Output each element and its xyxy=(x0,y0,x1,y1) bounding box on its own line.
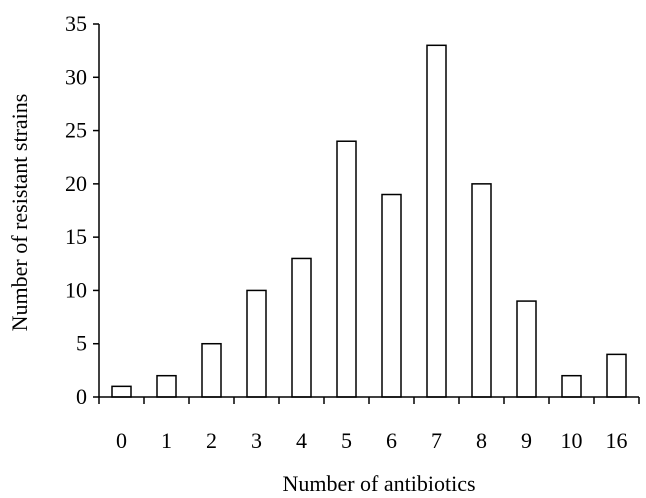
bars xyxy=(111,44,627,398)
x-tick-label: 5 xyxy=(341,428,352,453)
bar-10 xyxy=(561,374,582,398)
y-axis-ticks: 0 5 10 15 20 25 30 35 xyxy=(65,11,99,409)
bar-2 xyxy=(201,342,222,398)
y-axis-title: Number of resistant strains xyxy=(7,94,32,332)
y-tick-label: 20 xyxy=(65,171,87,196)
bar-1 xyxy=(156,374,177,398)
x-axis-ticks: 0 1 2 3 4 5 6 7 8 9 10 16 xyxy=(98,397,640,453)
bar-0 xyxy=(111,385,132,398)
bar-5 xyxy=(336,140,357,398)
x-tick-label: 8 xyxy=(476,428,487,453)
x-tick-label: 16 xyxy=(606,428,628,453)
x-tick-label: 7 xyxy=(431,428,442,453)
y-tick-label: 15 xyxy=(65,224,87,249)
bar-3 xyxy=(246,289,267,398)
bar-16 xyxy=(606,353,627,398)
x-tick-label: 9 xyxy=(521,428,532,453)
x-tick-label: 10 xyxy=(561,428,583,453)
x-tick-label: 1 xyxy=(161,428,172,453)
x-tick-label: 2 xyxy=(206,428,217,453)
bar-7 xyxy=(426,44,447,398)
bar-6 xyxy=(381,193,402,398)
y-tick-label: 25 xyxy=(65,118,87,143)
x-tick-label: 6 xyxy=(386,428,397,453)
y-tick-label: 35 xyxy=(65,11,87,36)
x-tick-label: 4 xyxy=(296,428,307,453)
bar-8 xyxy=(471,183,492,398)
y-tick-label: 10 xyxy=(65,277,87,302)
y-tick-label: 30 xyxy=(65,64,87,89)
x-axis-title: Number of antibiotics xyxy=(282,471,475,496)
bar-4 xyxy=(291,257,312,398)
y-tick-label: 5 xyxy=(76,331,87,356)
x-tick-label: 0 xyxy=(116,428,127,453)
y-tick-label: 0 xyxy=(76,384,87,409)
bar-9 xyxy=(516,300,537,398)
x-tick-label: 3 xyxy=(251,428,262,453)
